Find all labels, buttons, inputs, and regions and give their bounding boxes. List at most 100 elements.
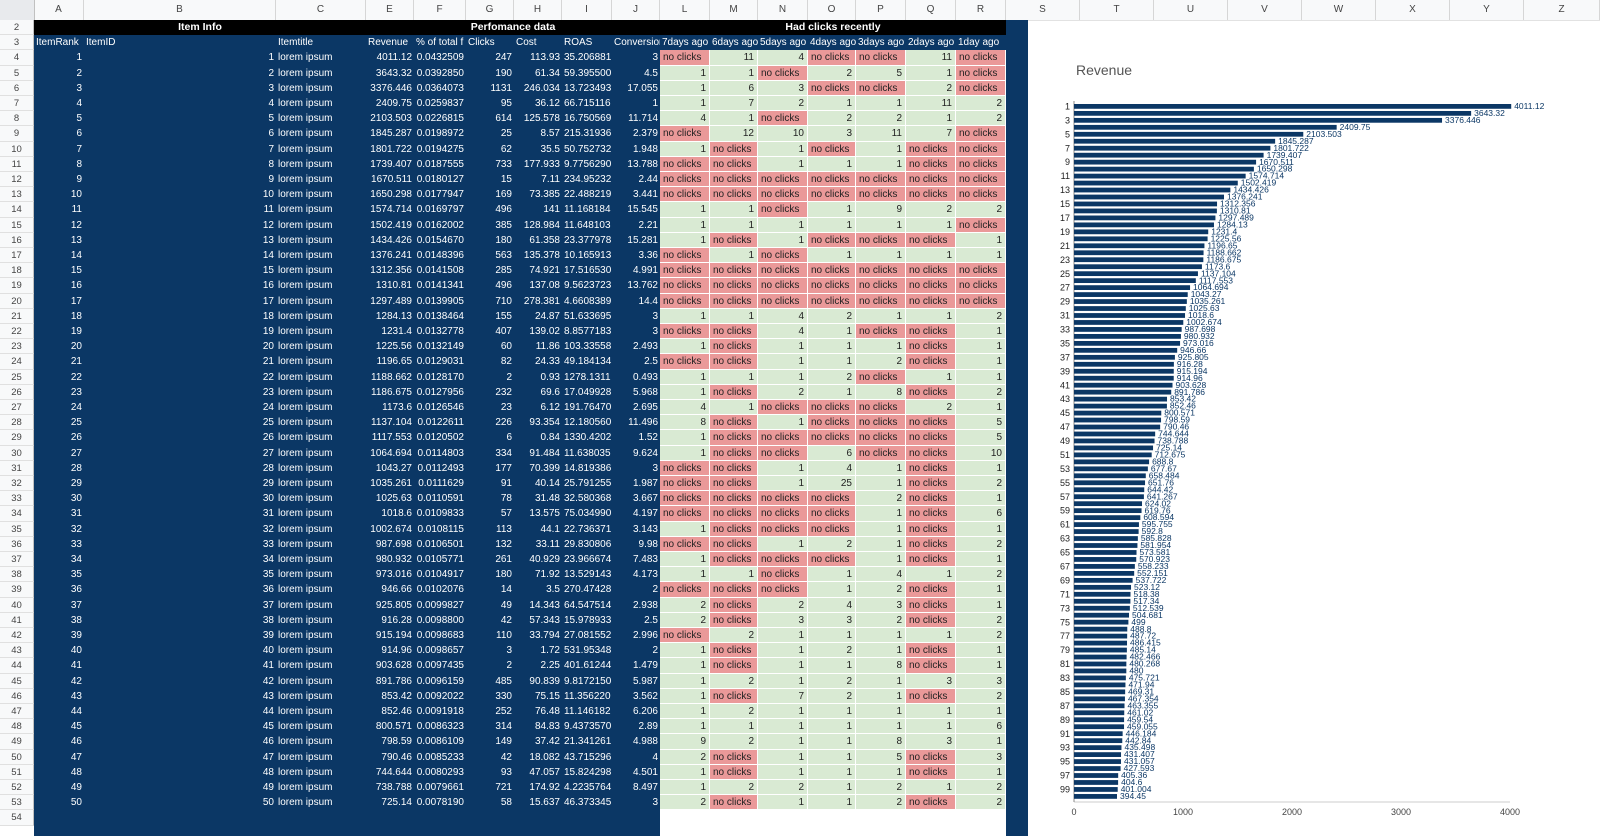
cell-conversion[interactable]: 2.695 <box>632 402 658 413</box>
cell-history-day[interactable]: no clicks <box>660 460 710 476</box>
cell-history-day[interactable]: no clicks <box>758 506 808 522</box>
cell-history-day[interactable]: 1 <box>856 521 906 537</box>
cell-history-day[interactable]: no clicks <box>956 80 1006 96</box>
row-header[interactable]: 54 <box>0 810 34 826</box>
cell-item-rank[interactable]: 27 <box>70 447 82 459</box>
cell-history-day[interactable]: no clicks <box>956 156 1006 172</box>
cell-item-rank[interactable]: 12 <box>70 219 82 231</box>
cell-item-id[interactable]: 9 <box>268 174 274 185</box>
cell-history-day[interactable]: no clicks <box>710 141 758 157</box>
cell-history-day[interactable]: 7 <box>758 688 808 704</box>
cell-history-day[interactable]: no clicks <box>660 536 710 552</box>
cell-history-day[interactable]: 1 <box>710 369 758 385</box>
cell-clicks[interactable]: 496 <box>495 204 512 216</box>
cell-pct-total[interactable]: 0.0122611 <box>417 417 464 429</box>
cell-history-day[interactable]: 1 <box>808 324 856 340</box>
cell-revenue[interactable]: 914.96 <box>381 645 412 657</box>
cell-history-day[interactable]: no clicks <box>856 263 906 279</box>
cell-item-rank[interactable]: 44 <box>70 706 82 717</box>
cell-roas[interactable]: 25.791255 <box>564 478 612 489</box>
cell-history-day[interactable]: 2 <box>808 643 856 659</box>
cell-history-day[interactable]: 1 <box>956 552 1006 568</box>
cell-roas[interactable]: 29.830806 <box>564 538 612 550</box>
cell-history-day[interactable]: 1 <box>758 232 808 248</box>
cell-cost[interactable]: 278.381 <box>523 295 560 307</box>
cell-item-rank[interactable]: 11 <box>71 204 82 216</box>
cell-pct-total[interactable]: 0.0180127 <box>416 174 464 185</box>
cell-history-day[interactable]: no clicks <box>906 688 956 704</box>
cell-history-day[interactable]: no clicks <box>906 597 956 613</box>
cell-item-title[interactable]: lorem ipsum <box>278 265 333 277</box>
cell-history-day[interactable]: no clicks <box>906 232 956 248</box>
cell-clicks[interactable]: 23 <box>500 402 512 413</box>
cell-item-rank[interactable]: 26 <box>70 432 82 444</box>
row-header[interactable]: 18 <box>0 263 34 279</box>
cell-history-day[interactable]: 7 <box>710 96 758 112</box>
cell-revenue[interactable]: 1064.694 <box>370 447 412 459</box>
cell-history-day[interactable]: no clicks <box>660 126 710 142</box>
cell-history-day[interactable]: 1 <box>956 232 1006 248</box>
cell-history-day[interactable]: no clicks <box>710 764 758 780</box>
cell-roas[interactable]: 9.7756290 <box>564 158 612 170</box>
cell-history-day[interactable]: 1 <box>906 308 956 324</box>
cell-history-day[interactable]: 2 <box>856 354 906 370</box>
cell-cost[interactable]: 0.93 <box>540 371 560 383</box>
cell-history-day[interactable]: no clicks <box>906 552 956 568</box>
cell-history-day[interactable]: 1 <box>808 795 856 811</box>
cell-history-day[interactable]: 1 <box>808 202 856 218</box>
cell-history-day[interactable]: 2 <box>758 384 808 400</box>
cell-history-day[interactable]: no clicks <box>906 582 956 598</box>
cell-cost[interactable]: 90.839 <box>529 675 560 687</box>
cell-item-title[interactable]: lorem ipsum <box>278 690 333 702</box>
row-header[interactable]: 21 <box>0 308 34 324</box>
cell-revenue[interactable]: 1845.287 <box>370 128 412 140</box>
cell-revenue[interactable]: 980.932 <box>375 554 412 565</box>
cell-history-day[interactable]: 1 <box>856 719 906 735</box>
cell-history-day[interactable]: 2 <box>758 597 808 613</box>
cell-clicks[interactable]: 149 <box>495 736 512 748</box>
cell-history-day[interactable]: no clicks <box>906 491 956 507</box>
cell-item-id[interactable]: 11 <box>263 204 274 216</box>
cell-pct-total[interactable]: 0.0126546 <box>416 402 464 413</box>
cell-revenue[interactable]: 4011.12 <box>376 52 412 64</box>
cell-item-rank[interactable]: 29 <box>70 478 82 489</box>
cell-roas[interactable]: 9.4373570 <box>564 721 612 733</box>
cell-item-rank[interactable]: 30 <box>70 493 82 505</box>
cell-pct-total[interactable]: 0.0096159 <box>416 675 464 687</box>
cell-history-day[interactable]: 2 <box>956 795 1006 811</box>
cell-history-day[interactable]: no clicks <box>906 187 956 203</box>
cell-conversion[interactable]: 15.281 <box>627 234 658 246</box>
column-header-s[interactable]: S <box>1006 0 1080 20</box>
cell-history-day[interactable]: 7 <box>906 126 956 142</box>
cell-history-day[interactable]: 1 <box>808 339 856 355</box>
cell-cost[interactable]: 91.484 <box>529 447 560 459</box>
cell-history-day[interactable]: 2 <box>808 536 856 552</box>
cell-history-day[interactable]: 1 <box>710 65 758 81</box>
cell-item-id[interactable]: 35 <box>262 569 274 581</box>
cell-history-day[interactable]: no clicks <box>856 415 906 431</box>
cell-history-day[interactable]: 3 <box>906 734 956 750</box>
cell-item-title[interactable]: lorem ipsum <box>278 614 333 626</box>
cell-item-id[interactable]: 8 <box>268 158 274 170</box>
cell-cost[interactable]: 113.93 <box>530 52 560 64</box>
cell-history-day[interactable]: 1 <box>906 369 956 385</box>
cell-cost[interactable]: 2.25 <box>540 660 560 672</box>
cell-conversion[interactable]: 3.143 <box>632 523 658 535</box>
cell-history-day[interactable]: 1 <box>710 248 758 264</box>
row-header[interactable]: 13 <box>0 187 34 203</box>
cell-history-day[interactable]: 4 <box>660 400 710 416</box>
select-all-corner[interactable] <box>0 0 35 20</box>
cell-history-day[interactable]: 1 <box>856 643 906 659</box>
cell-cost[interactable]: 61.358 <box>529 234 560 246</box>
cell-revenue[interactable]: 973.016 <box>375 569 412 581</box>
cell-item-id[interactable]: 10 <box>262 189 274 201</box>
cell-history-day[interactable]: 2 <box>808 688 856 704</box>
cell-conversion[interactable]: 2.5 <box>644 614 658 626</box>
cell-history-day[interactable]: no clicks <box>906 156 956 172</box>
cell-clicks[interactable]: 314 <box>495 721 512 733</box>
cell-roas[interactable]: 75.034990 <box>564 508 612 520</box>
column-header-v[interactable]: V <box>1228 0 1302 20</box>
cell-pct-total[interactable]: 0.0099827 <box>416 599 464 611</box>
cell-history-day[interactable]: 1 <box>758 719 808 735</box>
cell-conversion[interactable]: 4.197 <box>632 508 658 520</box>
